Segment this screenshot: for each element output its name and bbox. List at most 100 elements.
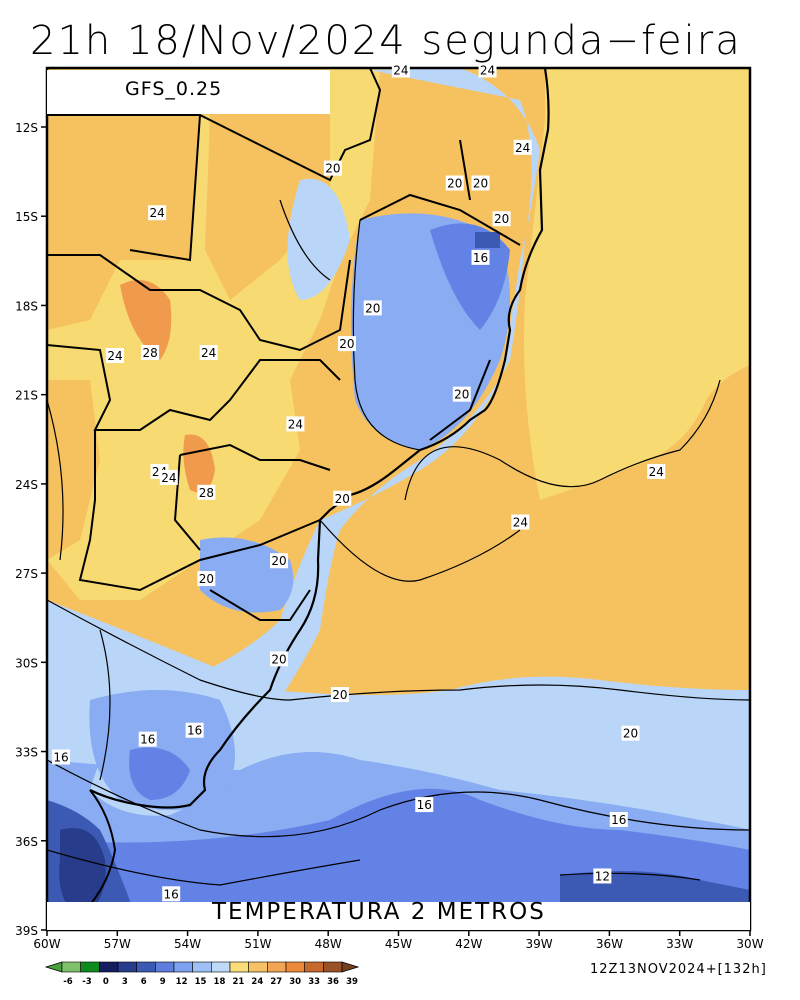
- contour-label-bg: [330, 687, 349, 703]
- lon-tick-label: 51W: [244, 937, 271, 951]
- contour-label: 16: [473, 251, 488, 265]
- colorbar-tick-label: 6: [141, 977, 147, 987]
- contour-label-bg: [492, 211, 511, 227]
- contour-label-bg: [445, 175, 464, 191]
- contour-label: 16: [53, 751, 68, 765]
- contour-label: 24: [515, 141, 530, 155]
- contour-label-bg: [471, 175, 490, 191]
- lat-tick-label: 15S: [15, 210, 38, 224]
- contour-label-bg: [511, 514, 530, 530]
- colorbar-tick-label: 27: [270, 977, 282, 987]
- contour-label: 16: [140, 733, 155, 747]
- colorbar-segment: [323, 961, 343, 973]
- contour-label-bg: [593, 868, 612, 884]
- river-plate-coast: [89, 789, 117, 906]
- colorbar-segment: [267, 961, 287, 973]
- contour-label-bg: [286, 416, 305, 432]
- contour-label-bg: [647, 463, 666, 479]
- lon-tick-label: 57W: [104, 937, 131, 951]
- contour-label-bg: [197, 484, 216, 500]
- contour-label-bg: [138, 731, 157, 747]
- colorbar-tick-label: 18: [214, 977, 226, 987]
- lon-tick-label: 48W: [315, 937, 342, 951]
- lon-tick-label: 30W: [736, 937, 763, 951]
- contour-label: 24: [201, 346, 216, 360]
- colorbar-tick-label: 0: [103, 977, 109, 987]
- lon-tick-label: 42W: [455, 937, 482, 951]
- contour-labels: 24 24 24 20 20 20 24 20 16 20 24 28 24 20 20 24 24 24 28 20…: [52, 62, 666, 902]
- lat-tick-label: 24S: [15, 478, 38, 492]
- contour-label-bg: [269, 553, 288, 569]
- contour-label-bg: [269, 651, 288, 667]
- colorbar-tick-label: 24: [251, 977, 263, 987]
- contour-label-bg: [471, 249, 490, 265]
- colorbar-segment: [229, 961, 249, 973]
- contour-label: 20: [623, 727, 638, 741]
- colorbar-segment: [211, 961, 231, 973]
- contour-label-bg: [609, 811, 628, 827]
- contour-label-bg: [478, 62, 497, 78]
- colorbar-segment: [192, 961, 212, 973]
- contour-label: 24: [649, 465, 664, 479]
- contour-label: 16: [611, 813, 626, 827]
- contour-label: 20: [454, 388, 469, 402]
- colorbar-segment: [173, 961, 193, 973]
- contour-label-bg: [415, 797, 434, 813]
- colorbar-segment: [99, 961, 119, 973]
- colorbar-tick-label: 3: [122, 977, 128, 987]
- contour-label-bg: [452, 386, 471, 402]
- contour-label-bg: [621, 725, 640, 741]
- contour-label: 28: [199, 486, 214, 500]
- contour-label-bg: [52, 749, 71, 765]
- model-label: GFS_0.25: [125, 78, 223, 100]
- contour-label: 24: [161, 471, 176, 485]
- contour-label-bg: [162, 886, 181, 902]
- contour-label: 20: [473, 177, 488, 191]
- colorbar-tick-label: 36: [327, 977, 339, 987]
- lon-tick-label: 60W: [33, 937, 60, 951]
- contour-label: 20: [335, 492, 350, 506]
- contour-label: 16: [164, 887, 179, 901]
- contour-label: 24: [480, 63, 495, 77]
- contour-label: 20: [271, 554, 286, 568]
- variable-label-box: [47, 902, 750, 930]
- colorbar-tick-label: -6: [63, 977, 73, 987]
- latitude-axis: 12S 15S 18S 21S 24S 27S 30S 33S 36S 39S: [15, 121, 47, 938]
- contour-label: 20: [332, 688, 347, 702]
- contour-label: 24: [107, 349, 122, 363]
- model-label-box: [47, 70, 330, 114]
- land-15-area: [430, 223, 510, 330]
- contour-label: 16: [417, 798, 432, 812]
- colorbar-tick-label: 15: [195, 977, 207, 987]
- lat-tick-label: 27S: [15, 567, 38, 581]
- colorbar: -6 -3 0 3 6 9 12 15 18 21 24 27 30 33 36 39: [44, 961, 360, 987]
- lon-tick-label: 36W: [596, 937, 623, 951]
- colorbar-high-arrow: [341, 961, 360, 973]
- contour-label: 20: [199, 572, 214, 586]
- contour-label: 28: [142, 346, 157, 360]
- lat-tick-label: 30S: [15, 656, 38, 670]
- contour-label: 24: [393, 63, 408, 77]
- contour-label: 16: [187, 724, 202, 738]
- colorbar-segment: [117, 961, 137, 973]
- contour-label: 12: [595, 869, 610, 883]
- colorbar-segment: [136, 961, 156, 973]
- colorbar-tick-label: 33: [308, 977, 320, 987]
- colorbar-tick-label: 12: [176, 977, 188, 987]
- colorbar-segment: [248, 961, 268, 973]
- contour-label-bg: [333, 490, 352, 506]
- lat-tick-label: 12S: [15, 121, 38, 135]
- contour-label: 24: [149, 206, 164, 220]
- contour-label: 20: [365, 301, 380, 315]
- variable-label: TEMPERATURA 2 METROS: [212, 899, 546, 925]
- temperature-field: [47, 68, 750, 930]
- colorbar-tick-label: 9: [160, 977, 166, 987]
- colorbar-tick-label: 30: [289, 977, 301, 987]
- contour-label: 20: [339, 337, 354, 351]
- ocean-24-area: [524, 68, 750, 500]
- colorbar-tick-label: 21: [232, 977, 244, 987]
- lat-tick-label: 18S: [15, 299, 38, 313]
- hot-spot-pantanal: [120, 280, 172, 360]
- contour-label-bg: [197, 571, 216, 587]
